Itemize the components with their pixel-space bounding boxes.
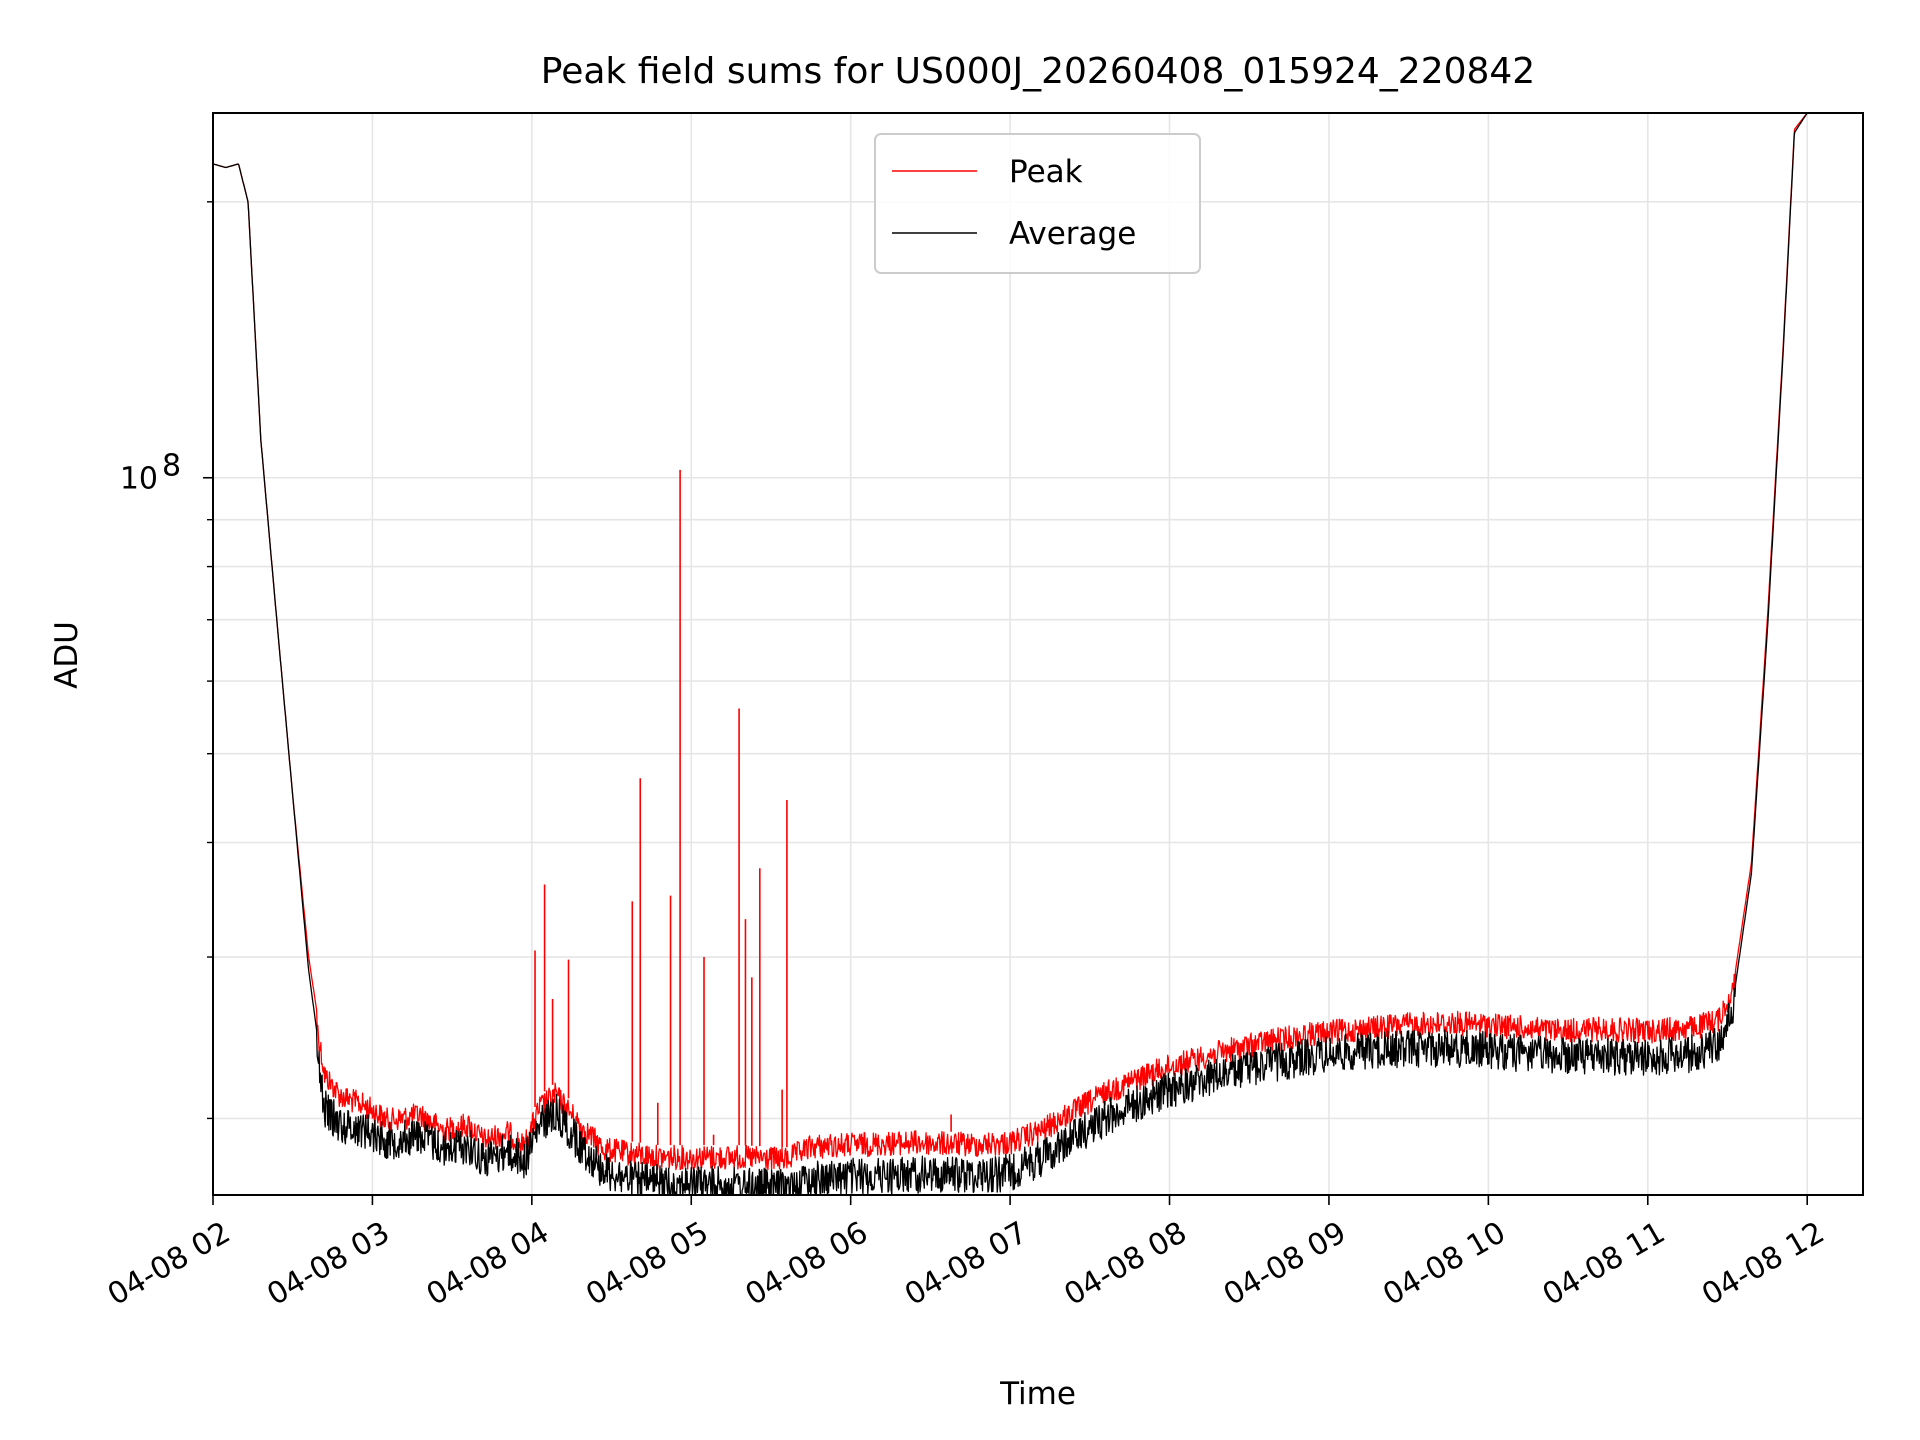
- legend-label-peak: Peak: [1009, 154, 1083, 190]
- x-axis-label: Time: [999, 1376, 1076, 1412]
- series-line-peak: [213, 113, 1808, 1171]
- plot-frame: [212, 112, 1864, 1196]
- legend: Peak Average: [874, 133, 1201, 274]
- legend-box: [874, 133, 1201, 274]
- y-tick-label: 10: [120, 462, 158, 497]
- grid-lines: [212, 113, 1863, 1195]
- y-axis-label: ADU: [49, 621, 85, 689]
- chart-title: Peak field sums for US000J_20260408_0159…: [541, 51, 1535, 92]
- legend-label-average: Average: [1009, 216, 1136, 252]
- series-line-average: [213, 113, 1808, 1195]
- y-tick-label-exponent: 8: [162, 449, 181, 484]
- data-series: [213, 113, 1808, 1195]
